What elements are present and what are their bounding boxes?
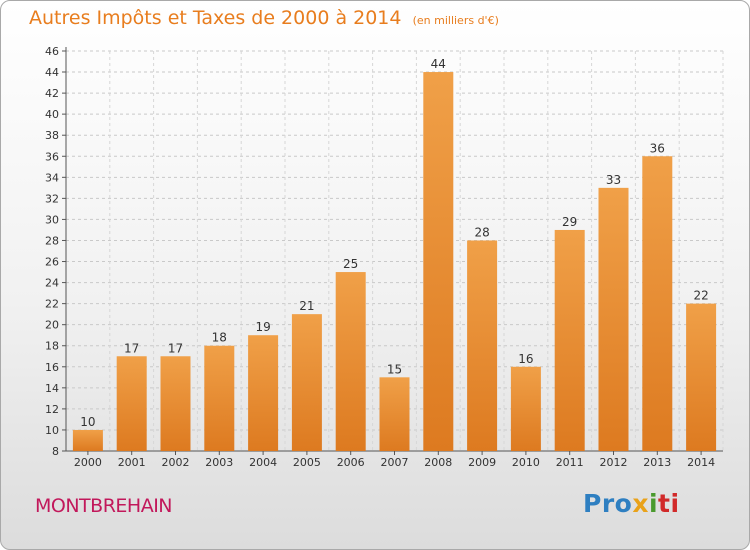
bar-value-label: 28 bbox=[474, 225, 489, 239]
x-tick-label: 2008 bbox=[424, 456, 452, 469]
y-tick-label: 42 bbox=[45, 87, 59, 100]
bar-value-label: 44 bbox=[431, 57, 446, 71]
y-tick-label: 14 bbox=[45, 382, 59, 395]
y-tick-label: 18 bbox=[45, 340, 59, 353]
x-tick-label: 2006 bbox=[337, 456, 365, 469]
bar-value-label: 22 bbox=[693, 289, 708, 303]
y-tick-label: 10 bbox=[45, 424, 59, 437]
x-tick-label: 2012 bbox=[600, 456, 628, 469]
x-tick-label: 2000 bbox=[74, 456, 102, 469]
title-unit: (en milliers d'€) bbox=[412, 14, 499, 27]
x-tick-label: 2009 bbox=[468, 456, 496, 469]
y-tick-label: 20 bbox=[45, 319, 59, 332]
title-text: Autres Impôts et Taxes de 2000 à 2014 bbox=[29, 7, 402, 29]
bar bbox=[116, 356, 147, 451]
bar-value-label: 17 bbox=[124, 341, 139, 355]
bar bbox=[72, 429, 103, 451]
y-tick-label: 28 bbox=[45, 234, 59, 247]
y-tick-label: 16 bbox=[45, 361, 59, 374]
value-labels: 10 17 17 18 19 21 25 15 44 28 16 29 33 36 22 bbox=[80, 57, 708, 429]
bar bbox=[379, 377, 410, 451]
bar-value-label: 21 bbox=[299, 299, 314, 313]
bar-value-label: 25 bbox=[343, 257, 358, 271]
x-tick-label: 2011 bbox=[556, 456, 584, 469]
commune-name: MONTBREHAIN bbox=[35, 495, 173, 517]
y-tick-label: 46 bbox=[45, 45, 59, 58]
y-tick-label: 8 bbox=[52, 445, 59, 458]
x-tick-label: 2010 bbox=[512, 456, 540, 469]
axes: 8 10 12 14 16 18 20 22 24 26 28 30 32 34 36 38 40 42 44 46 2… bbox=[45, 45, 723, 469]
x-tick-label: 2004 bbox=[249, 456, 277, 469]
y-tick-label: 22 bbox=[45, 298, 59, 311]
y-tick-label: 12 bbox=[45, 403, 59, 416]
logo-part-2: x bbox=[632, 489, 649, 518]
bar bbox=[554, 229, 585, 451]
proxiti-logo[interactable]: Proxiti bbox=[583, 489, 680, 518]
x-tick-label: 2001 bbox=[118, 456, 146, 469]
logo-part-1: Pro bbox=[583, 489, 633, 518]
y-tick-label: 34 bbox=[45, 171, 59, 184]
bar-value-label: 19 bbox=[255, 320, 270, 334]
bar-value-label: 18 bbox=[212, 331, 227, 345]
y-tick-label: 44 bbox=[45, 66, 59, 79]
bar-value-label: 36 bbox=[650, 141, 665, 155]
y-tick-label: 32 bbox=[45, 192, 59, 205]
bar bbox=[598, 187, 629, 451]
x-tick-label: 2014 bbox=[687, 456, 715, 469]
logo-part-3: i bbox=[648, 489, 659, 518]
bar bbox=[686, 303, 717, 451]
y-tick-label: 40 bbox=[45, 108, 59, 121]
x-tick-label: 2005 bbox=[293, 456, 321, 469]
bar bbox=[642, 156, 673, 451]
y-tick-label: 38 bbox=[45, 129, 59, 142]
bar bbox=[160, 356, 191, 451]
bar bbox=[248, 335, 279, 451]
y-tick-label: 36 bbox=[45, 150, 59, 163]
x-tick-label: 2013 bbox=[643, 456, 671, 469]
bar bbox=[204, 345, 235, 451]
bars bbox=[72, 72, 717, 451]
bar-value-label: 17 bbox=[168, 341, 183, 355]
bar-value-label: 15 bbox=[387, 362, 402, 376]
x-tick-label: 2002 bbox=[162, 456, 190, 469]
y-tick-label: 26 bbox=[45, 256, 59, 269]
x-tick-label: 2003 bbox=[205, 456, 233, 469]
logo-part-4: ti bbox=[658, 489, 680, 518]
bar-value-label: 29 bbox=[562, 215, 577, 229]
chart-title: Autres Impôts et Taxes de 2000 à 2014 (e… bbox=[29, 7, 499, 29]
bar bbox=[335, 272, 366, 451]
bar bbox=[467, 240, 498, 451]
y-tick-label: 30 bbox=[45, 213, 59, 226]
bar-value-label: 16 bbox=[518, 352, 533, 366]
y-tick-label: 24 bbox=[45, 277, 59, 290]
bar-value-label: 10 bbox=[80, 415, 95, 429]
bar bbox=[423, 72, 454, 451]
bar-value-label: 33 bbox=[606, 173, 621, 187]
bar bbox=[291, 314, 322, 451]
bar bbox=[510, 366, 541, 451]
x-tick-label: 2007 bbox=[381, 456, 409, 469]
